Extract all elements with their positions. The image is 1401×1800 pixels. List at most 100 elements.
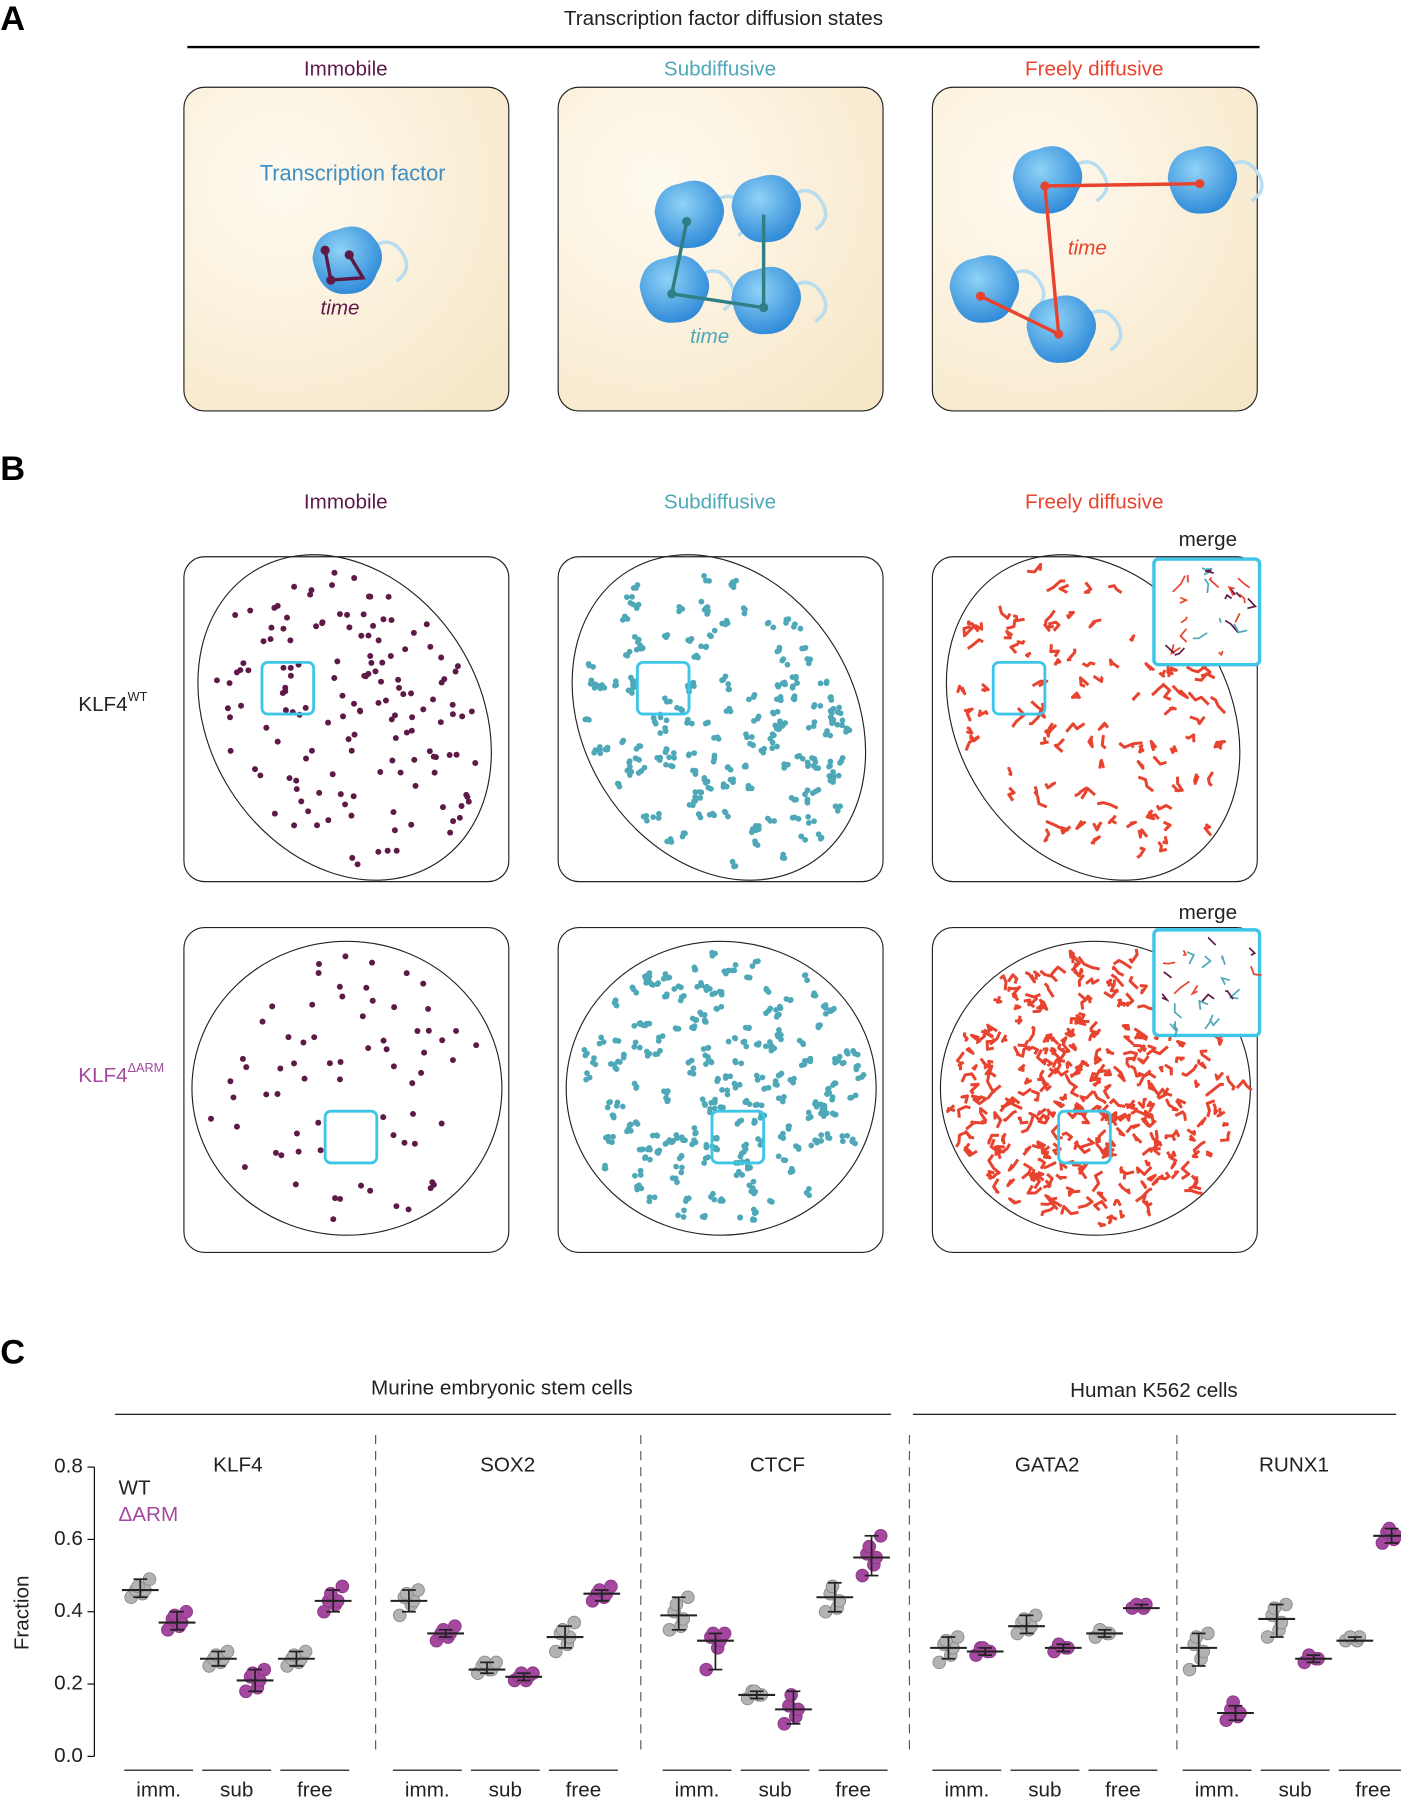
trajectory (1174, 1110, 1187, 1122)
molecule (717, 1104, 724, 1110)
molecule (839, 1138, 846, 1145)
trajectory (1074, 786, 1088, 798)
inset-trajectory (1201, 993, 1215, 1002)
molecule (581, 1046, 588, 1053)
trajectory (965, 1047, 975, 1055)
trajectory (1033, 785, 1039, 797)
molecule (615, 780, 622, 787)
trajectory (1011, 992, 1020, 1002)
molecule (628, 690, 635, 696)
molecule (334, 658, 341, 665)
trajectory (1117, 1182, 1131, 1195)
molecule (439, 1037, 446, 1044)
molecule (720, 783, 727, 790)
molecule (732, 1084, 739, 1091)
zoom-box (1057, 1109, 1112, 1165)
molecule (655, 1148, 662, 1155)
trajectory (1098, 758, 1105, 769)
panel-b: Immobile Subdiffusive Freely diffusive K… (78, 490, 1262, 1253)
trajectory (1128, 634, 1136, 642)
molecule (749, 963, 756, 969)
x-tick-label: free (1105, 1778, 1141, 1800)
molecule (763, 985, 770, 992)
x-tick-label: free (566, 1778, 602, 1800)
molecule (783, 996, 790, 1002)
molecule (807, 1114, 814, 1120)
trajectory (669, 214, 766, 310)
trajectory (956, 684, 967, 696)
molecule (635, 770, 642, 776)
molecule (464, 793, 471, 800)
molecule (780, 1135, 787, 1141)
state-label: Immobile (304, 490, 388, 513)
molecule (379, 659, 386, 666)
molecule (682, 830, 688, 837)
trajectory (1184, 1188, 1203, 1195)
molecule (375, 637, 382, 644)
molecule (719, 677, 725, 684)
trajectory (1014, 1015, 1023, 1025)
trajectory (1122, 1170, 1135, 1180)
molecule (257, 772, 264, 779)
panel-letter: B (0, 450, 25, 488)
trajectory (1187, 691, 1210, 706)
molecule (269, 1003, 276, 1010)
trajectory (1024, 651, 1032, 659)
trajectory (984, 1064, 994, 1076)
inset-trajectory (1207, 936, 1217, 946)
molecule (773, 1006, 779, 1013)
molecule (227, 747, 234, 754)
molecule (390, 1063, 397, 1070)
molecule (704, 604, 711, 610)
trajectory (1133, 1027, 1148, 1041)
molecule (681, 1207, 687, 1214)
trajectory (960, 1094, 970, 1104)
trajectory (1042, 1161, 1057, 1170)
molecule (691, 750, 698, 756)
molecule (650, 814, 657, 820)
molecule (308, 587, 315, 594)
molecule (624, 767, 631, 774)
molecule (456, 814, 463, 821)
trajectory (1039, 969, 1059, 983)
molecule (748, 829, 755, 836)
trajectory (1146, 1100, 1156, 1113)
trajectory (1105, 1047, 1115, 1056)
molecule (586, 662, 592, 669)
molecule (741, 763, 748, 770)
molecule (439, 804, 446, 811)
molecule (387, 652, 394, 659)
trajectory (966, 725, 974, 735)
molecule (382, 697, 389, 704)
molecule (846, 727, 853, 734)
trajectory (1164, 1098, 1179, 1112)
molecule (719, 1087, 725, 1093)
molecule (753, 1072, 760, 1079)
transcription-factor (731, 266, 801, 335)
molecule (313, 623, 320, 630)
molecule (724, 1091, 731, 1098)
inset-label: merge (1179, 901, 1238, 924)
molecule (634, 1121, 641, 1127)
trajectory (1112, 958, 1133, 970)
molecule (673, 1132, 680, 1138)
molecule (375, 699, 382, 706)
molecule (727, 766, 734, 773)
molecule (342, 953, 349, 960)
molecule (372, 668, 379, 675)
inset-trajectory (1173, 980, 1190, 995)
trajectory (977, 709, 989, 718)
molecule (817, 835, 824, 842)
x-tick-label: free (297, 1778, 333, 1800)
molecule (711, 752, 718, 759)
molecule (691, 1137, 697, 1144)
molecule (598, 1034, 605, 1041)
molecule (408, 727, 415, 734)
molecule (450, 818, 457, 825)
molecule (635, 636, 642, 643)
trajectory (1111, 965, 1125, 977)
molecule (315, 970, 322, 977)
trajectory (1151, 1173, 1165, 1186)
molecule (370, 622, 377, 629)
trajectory (1103, 1068, 1113, 1077)
